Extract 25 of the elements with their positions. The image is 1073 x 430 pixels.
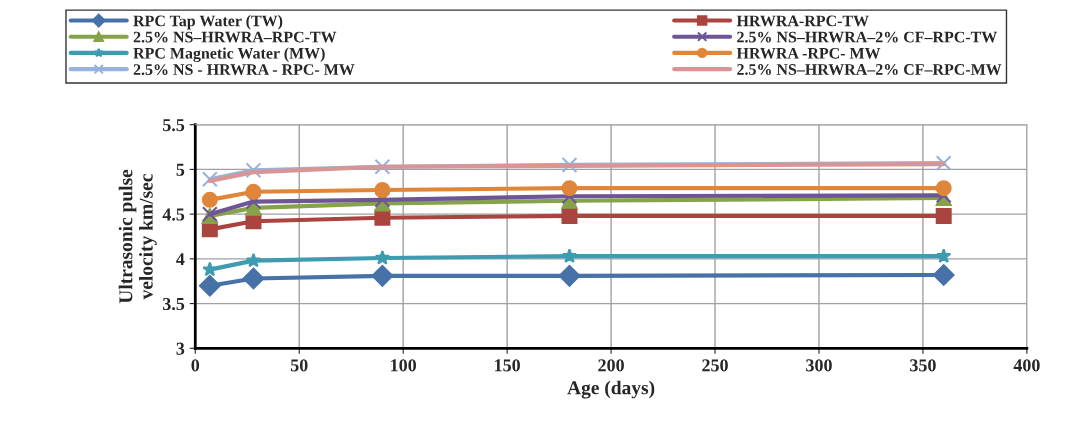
- legend-label: 2.5% NS - HRWRA - RPC- MW: [133, 64, 355, 76]
- legend-label: 2.5% NS–HRWRA–2% CF–RPC-TW: [737, 31, 998, 43]
- y-tick-label: 3.5: [162, 297, 185, 311]
- x-tick-label: 100: [391, 359, 417, 372]
- y-tick-label: 3: [176, 342, 185, 355]
- y-axis-title: Ultrasonic pulse velocity km/sec: [118, 169, 157, 304]
- x-tick-label: 350: [910, 359, 936, 372]
- legend-label: HRWRA-RPC-TW: [736, 15, 869, 27]
- x-tick-label: 50: [290, 359, 308, 372]
- legend-label: 2.5% NS–HRWRA–RPC-TW: [133, 31, 337, 43]
- x-tick-label: 400: [1013, 359, 1040, 372]
- x-axis-title: Age (days): [567, 380, 655, 399]
- y-tick-label: 5.5: [163, 119, 185, 132]
- legend-label: 2.5% NS–HRWRA–2% CF–RPC-MW: [737, 64, 1002, 75]
- y-tick-label: 4.5: [162, 208, 185, 221]
- x-tick-label: 200: [598, 359, 624, 372]
- x-tick-label: 150: [495, 359, 520, 372]
- legend-label: RPC Tap Water (TW): [133, 15, 283, 30]
- x-tick-label: 300: [806, 359, 832, 372]
- legend-label: RPC Magnetic Water (MW): [133, 47, 325, 63]
- legend-label: HRWRA -RPC- MW: [736, 47, 881, 59]
- x-tick-label: 0: [191, 359, 200, 372]
- y-tick-label: 5: [176, 163, 185, 176]
- y-tick-label: 4: [176, 253, 185, 266]
- x-tick-label: 250: [702, 359, 728, 372]
